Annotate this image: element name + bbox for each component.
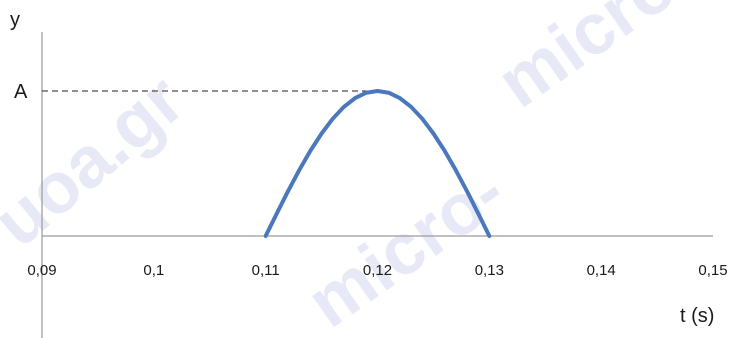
y-tick-label: A — [14, 81, 28, 103]
x-tick-label: 0,14 — [587, 262, 616, 279]
x-tick-label: 0,15 — [698, 262, 727, 279]
series-line — [263, 89, 492, 238]
watermark-layer: micro- uoa.gr micro- — [0, 0, 709, 338]
y-axis-label: y — [10, 9, 20, 31]
x-tick-label: 0,13 — [475, 262, 504, 279]
x-axis-label: t (s) — [680, 305, 714, 327]
x-tick-label: 0,11 — [252, 262, 280, 279]
x-tick-labels: 0,09 0,1 0,11 0,12 0,13 0,14 0,15 — [27, 262, 727, 279]
watermark-text: uoa.gr — [0, 60, 199, 263]
x-tick-label: 0,09 — [27, 262, 56, 279]
watermark-text: micro- — [483, 0, 709, 123]
watermark-text: micro- — [293, 151, 519, 338]
x-tick-label: 0,1 — [143, 262, 164, 279]
x-tick-label: 0,12 — [363, 262, 392, 279]
y-tick-labels: A — [14, 81, 28, 103]
